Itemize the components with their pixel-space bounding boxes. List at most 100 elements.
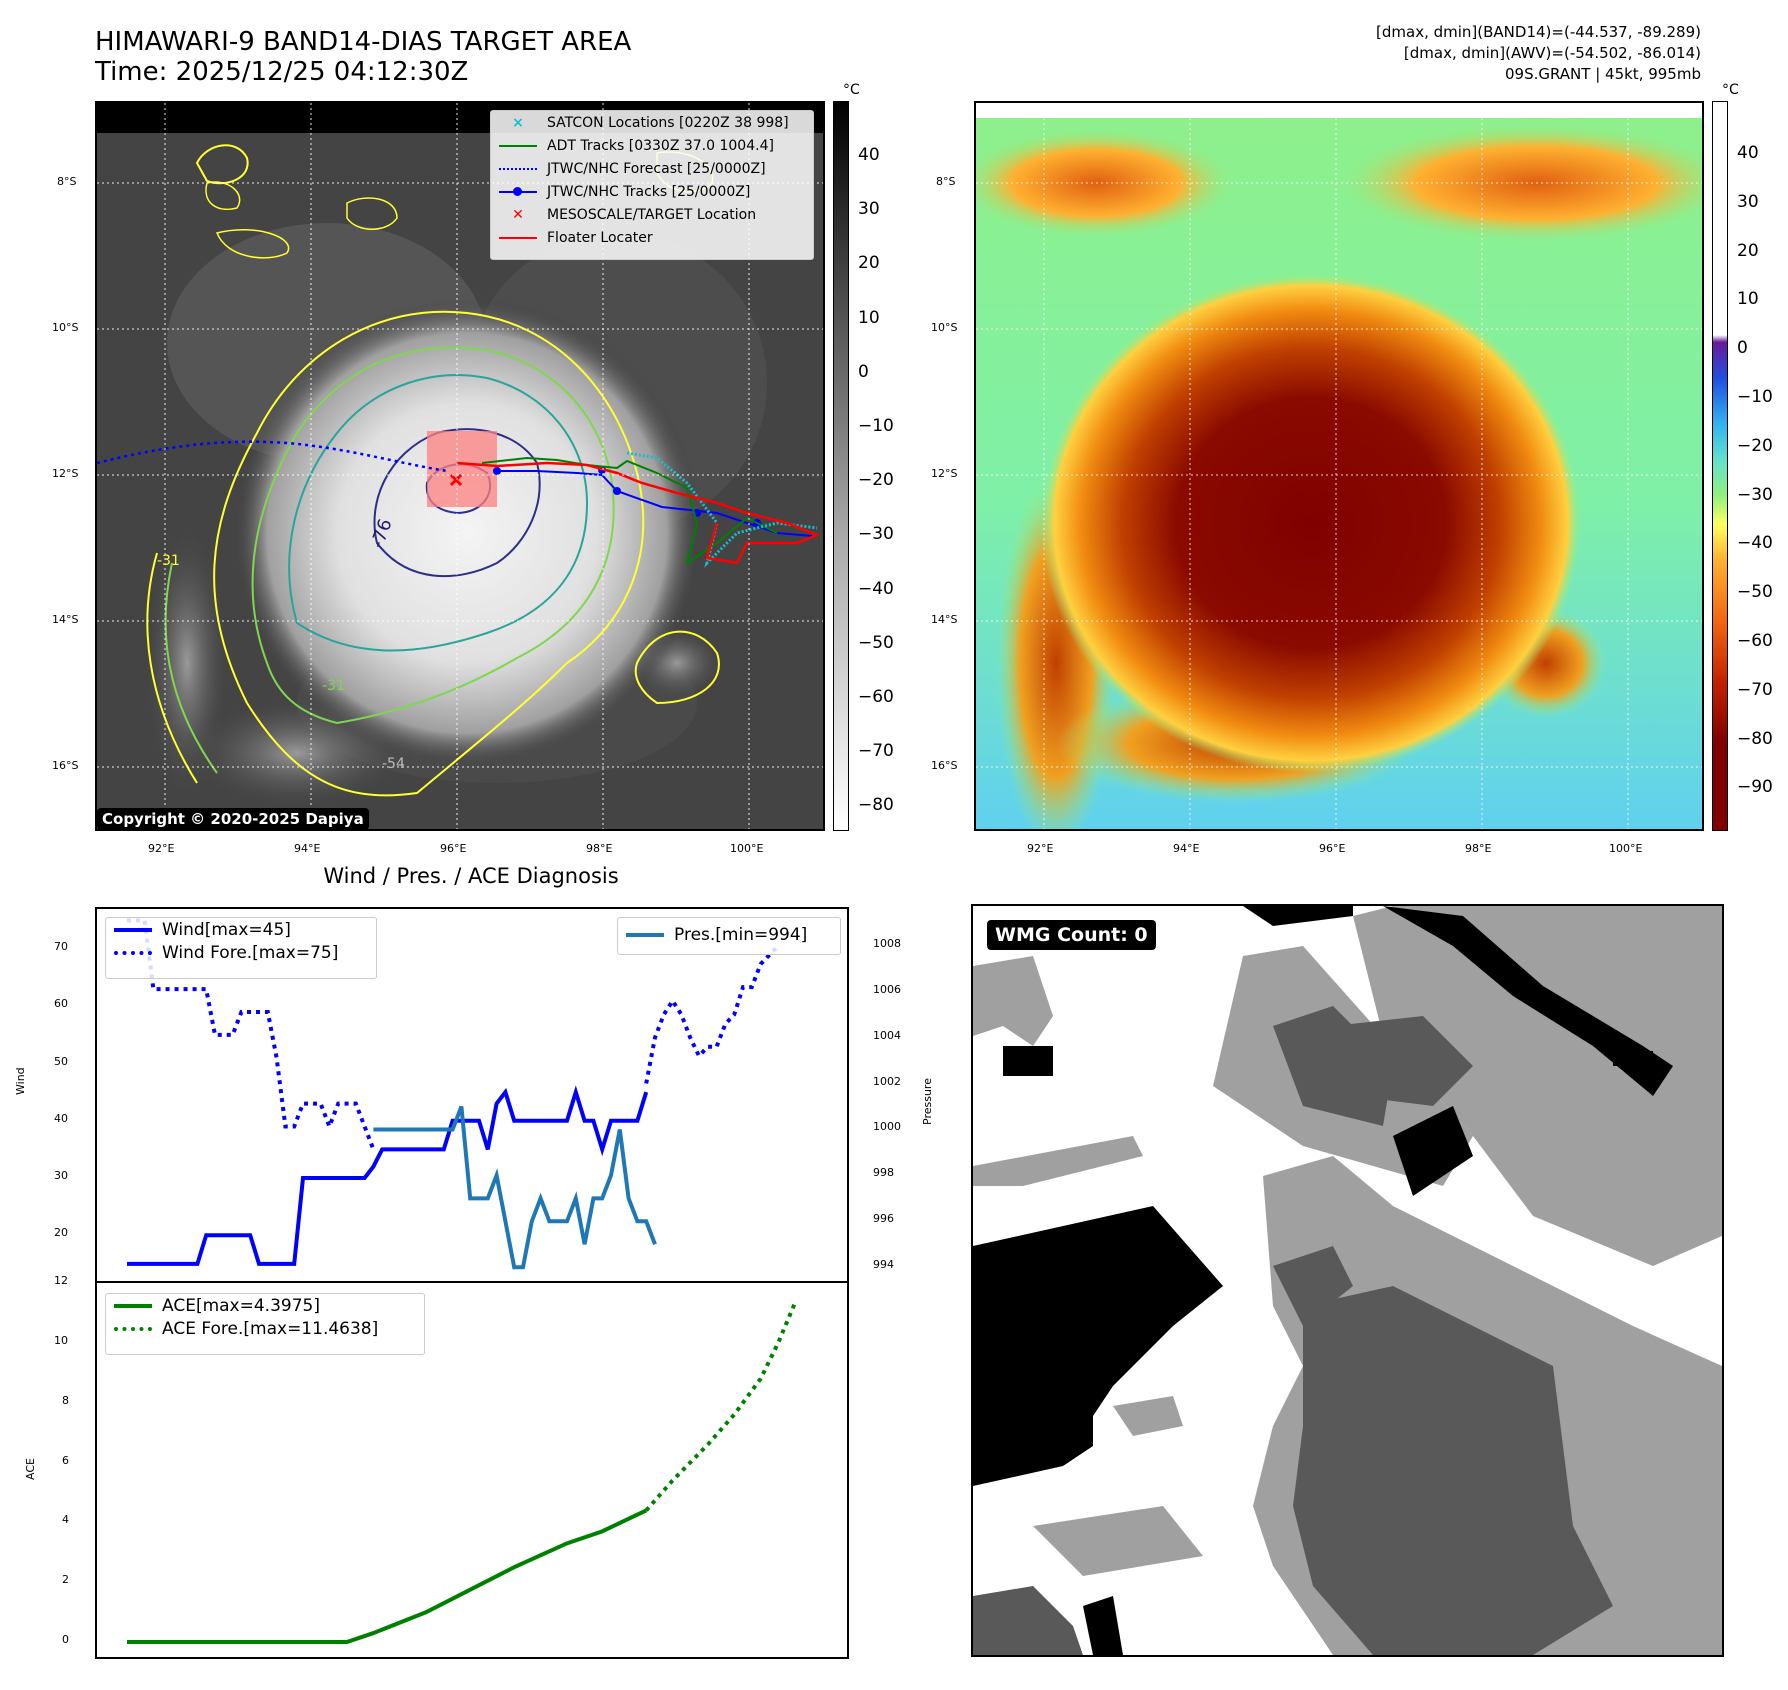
y2-tick-label: 994 [873, 1258, 894, 1272]
line-swatch-icon [114, 927, 152, 932]
ace-axis-label: ACE [24, 1458, 37, 1480]
awv-map-image [976, 103, 1702, 829]
lat-label: 10°S [931, 321, 958, 334]
line-swatch-icon [114, 1303, 152, 1308]
colorbar-tick-label: −10 [858, 416, 894, 436]
y2-tick-label: 996 [873, 1212, 894, 1226]
colorbar-tick-label: −40 [1737, 533, 1773, 554]
lat-label: 8°S [936, 175, 956, 188]
ace-plot: ACE[max=4.3975] ACE Fore.[max=11.4638] [95, 1281, 849, 1659]
colorbar-tick-label: 40 [858, 145, 880, 165]
lon-label: 100°E [1609, 842, 1643, 855]
lon-label: 92°E [148, 842, 175, 855]
wind-axis-label: Wind [14, 1067, 27, 1095]
copyright-badge: Copyright © 2020-2025 Dapiya [97, 808, 369, 829]
y-tick-label: 8 [62, 1393, 69, 1407]
lon-label: 94°E [1173, 842, 1200, 855]
lon-label: 96°E [440, 842, 467, 855]
lat-label: 16°S [52, 759, 79, 772]
gray-colorbar [833, 101, 849, 831]
y2-tick-label: 1008 [873, 936, 901, 950]
y-tick-label: 30 [54, 1168, 68, 1182]
line-dot-swatch-icon [499, 186, 537, 196]
line-swatch-icon [499, 236, 537, 239]
pressure-axis-label: Pressure [921, 1078, 934, 1125]
legend-item-adt: ADT Tracks [0330Z 37.0 1004.4] [491, 134, 813, 157]
colorbar-tick-label: −40 [858, 578, 894, 599]
wind-pressure-svg [127, 918, 780, 1270]
colorbar-tick-label: −90 [1737, 777, 1773, 798]
y2-tick-label: 1002 [873, 1074, 901, 1088]
colorbar-tick-label: 0 [1737, 338, 1748, 359]
y2-tick-label: 1000 [873, 1120, 901, 1134]
ace-series-line-1 [644, 1300, 798, 1512]
legend-item-wind: Wind[max=45] [106, 918, 376, 941]
contour-label: -31 [322, 678, 345, 694]
x-marker-icon: ✕ [512, 206, 524, 223]
wmg-count-badge: WMG Count: 0 [987, 920, 1156, 950]
y-tick-label: 50 [54, 1054, 68, 1068]
lon-label: 96°E [1319, 842, 1346, 855]
series-line-3 [644, 944, 780, 1084]
lon-label: 98°E [586, 842, 613, 855]
colorbar-tick-label: 0 [858, 361, 869, 382]
colorbar-tick-label: 20 [1737, 240, 1759, 261]
stats-band14: [dmax, dmin](BAND14)=(-44.537, -89.289) [1376, 23, 1701, 41]
dotted-line-swatch-icon [499, 167, 537, 170]
series-line-0 [127, 1085, 649, 1266]
ir-map-panel: -76 -31 -54 -31 × SATCON Locations [0220Z… [95, 101, 825, 831]
wmg-image [973, 906, 1722, 1655]
contour-label: -54 [382, 756, 405, 772]
colorbar-tick-label: 10 [1737, 289, 1759, 310]
colorbar-tick-label: −50 [858, 632, 894, 653]
map-legend: × SATCON Locations [0220Z 38 998] ADT Tra… [490, 110, 814, 260]
colorbar-tick-label: −70 [1737, 679, 1773, 700]
line-swatch-icon [626, 933, 664, 937]
series-line-1 [127, 918, 376, 1151]
lat-label: 8°S [57, 175, 77, 188]
lon-label: 100°E [730, 842, 764, 855]
colorbar-tick-label: 30 [1737, 191, 1759, 212]
wmg-panel: WMG Count: 0 [971, 904, 1724, 1657]
colorbar-tick-label: −80 [858, 795, 894, 816]
cross-marker-icon: × [512, 114, 524, 131]
y-tick-label: 40 [54, 1111, 68, 1125]
colorbar-tick-label: −70 [858, 741, 894, 762]
colorbar-tick-label: −30 [858, 524, 894, 545]
colorbar-tick-label: 40 [1737, 143, 1759, 163]
legend-item-wind-fore: Wind Fore.[max=75] [106, 941, 376, 964]
colorbar-unit: °C [843, 82, 860, 98]
y2-tick-label: 1004 [873, 1028, 901, 1042]
legend-item-ace: ACE[max=4.3975] [106, 1294, 424, 1317]
y2-tick-label: 1006 [873, 982, 901, 996]
colorbar-tick-label: −30 [1737, 484, 1773, 505]
ace-series-line-0 [127, 1508, 648, 1645]
legend-item-ace-fore: ACE Fore.[max=11.4638] [106, 1317, 424, 1340]
lat-label: 14°S [931, 613, 958, 626]
lat-label: 12°S [52, 467, 79, 480]
y-tick-label: 10 [54, 1333, 68, 1347]
colorbar-tick-label: −80 [1737, 728, 1773, 749]
colorbar-tick-label: −60 [1737, 631, 1773, 651]
wind-pressure-plot: Wind[max=45] Wind Fore.[max=75] Pres.[mi… [95, 907, 849, 1283]
legend-item-floater: Floater Locater [491, 226, 813, 249]
colorbar-tick-label: −20 [1737, 435, 1773, 456]
y-tick-label: 20 [54, 1226, 68, 1240]
awv-map-panel [974, 101, 1704, 831]
lat-label: 16°S [931, 759, 958, 772]
stats-awv: [dmax, dmin](AWV)=(-54.502, -86.014) [1403, 44, 1701, 62]
legend-item-forecast: JTWC/NHC Forecast [25/0000Z] [491, 157, 813, 180]
ace-svg [127, 1300, 798, 1645]
legend-item-target: ✕ MESOSCALE/TARGET Location [491, 203, 813, 226]
lon-label: 98°E [1465, 842, 1492, 855]
lat-label: 14°S [52, 613, 79, 626]
y-tick-label: 60 [54, 997, 68, 1011]
series-line-2 [373, 1105, 657, 1270]
dotted-line-swatch-icon [114, 950, 152, 955]
lat-label: 12°S [931, 467, 958, 480]
y-tick-label: 70 [54, 940, 68, 954]
line-swatch-icon [499, 144, 537, 147]
storm-info: 09S.GRANT | 45kt, 995mb [1504, 65, 1701, 83]
dotted-line-swatch-icon [114, 1326, 152, 1331]
colorbar-tick-label: −20 [858, 470, 894, 491]
